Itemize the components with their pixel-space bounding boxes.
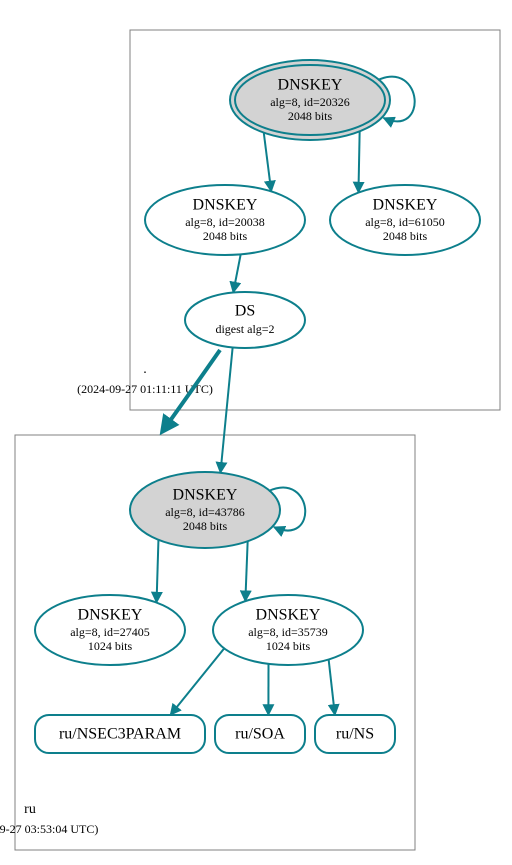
node-ru_soa: ru/SOA [215, 715, 305, 753]
svg-text:alg=8, id=61050: alg=8, id=61050 [365, 215, 445, 229]
svg-text:digest alg=2: digest alg=2 [215, 322, 274, 336]
edge [233, 254, 240, 292]
node-root_ds: DS digest alg=2 [185, 292, 305, 348]
svg-text:1024 bits: 1024 bits [266, 639, 311, 653]
node-root_zsk2: DNSKEYalg=8, id=610502048 bits [330, 185, 480, 255]
svg-text:DNSKEY: DNSKEY [173, 487, 238, 504]
svg-text:alg=8, id=43786: alg=8, id=43786 [165, 505, 245, 519]
nodes: DNSKEYalg=8, id=203262048 bitsDNSKEYalg=… [35, 60, 480, 753]
svg-text:ru/NSEC3PARAM: ru/NSEC3PARAM [59, 726, 181, 743]
svg-text:alg=8, id=20326: alg=8, id=20326 [270, 95, 350, 109]
svg-text:2048 bits: 2048 bits [183, 519, 228, 533]
svg-text:2048 bits: 2048 bits [203, 229, 248, 243]
svg-text:ru/SOA: ru/SOA [235, 726, 285, 743]
svg-text:2048 bits: 2048 bits [383, 229, 428, 243]
svg-text:1024 bits: 1024 bits [88, 639, 133, 653]
svg-text:alg=8, id=20038: alg=8, id=20038 [185, 215, 265, 229]
svg-text:alg=8, id=27405: alg=8, id=27405 [70, 625, 150, 639]
edge [329, 659, 335, 715]
node-ru_ksk: DNSKEYalg=8, id=437862048 bits [130, 472, 305, 548]
svg-text:.: . [143, 362, 147, 377]
svg-text:DS: DS [235, 303, 255, 320]
edge [358, 131, 359, 192]
svg-text:(2024-09-27 03:53:04 UTC): (2024-09-27 03:53:04 UTC) [0, 822, 98, 836]
svg-text:ru: ru [24, 802, 36, 817]
edge [157, 540, 159, 603]
svg-text:DNSKEY: DNSKEY [278, 77, 343, 94]
edge [264, 133, 271, 192]
node-ru_ns: ru/NS [315, 715, 395, 753]
svg-text:2048 bits: 2048 bits [288, 109, 333, 123]
node-ru_zsk2: DNSKEYalg=8, id=357391024 bits [213, 595, 363, 665]
svg-text:alg=8, id=35739: alg=8, id=35739 [248, 625, 328, 639]
node-ru_nsec3: ru/NSEC3PARAM [35, 715, 205, 753]
node-root_zsk1: DNSKEYalg=8, id=200382048 bits [145, 185, 305, 255]
edge [170, 648, 224, 715]
svg-text:DNSKEY: DNSKEY [256, 607, 321, 624]
dnssec-diagram: .(2024-09-27 01:11:11 UTC)ru(2024-09-27 … [0, 0, 512, 865]
svg-text:DNSKEY: DNSKEY [78, 607, 143, 624]
svg-text:DNSKEY: DNSKEY [373, 197, 438, 214]
edge [245, 541, 247, 601]
node-root_ksk: DNSKEYalg=8, id=203262048 bits [230, 60, 415, 140]
svg-text:ru/NS: ru/NS [336, 726, 374, 743]
svg-text:DNSKEY: DNSKEY [193, 197, 258, 214]
node-ru_zsk1: DNSKEYalg=8, id=274051024 bits [35, 595, 185, 665]
